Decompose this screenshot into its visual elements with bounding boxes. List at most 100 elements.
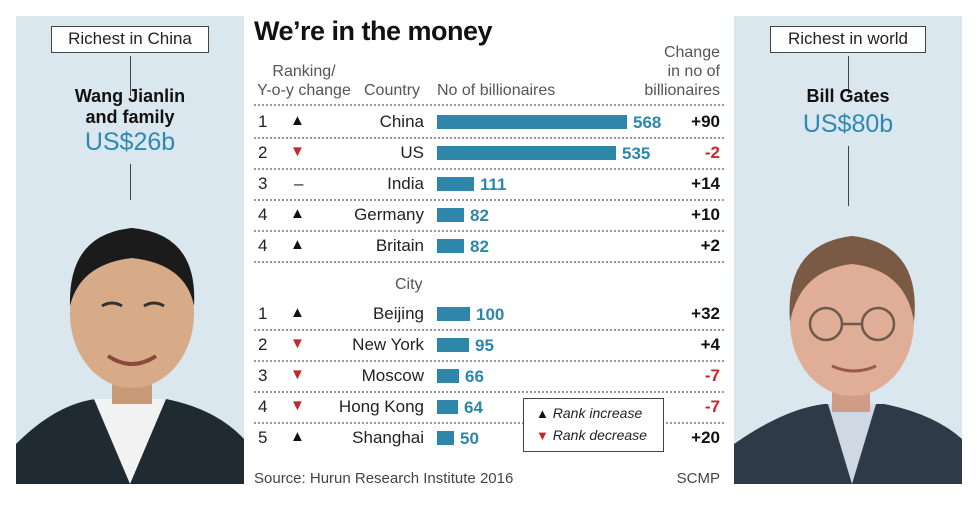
bar-value-label: 535: [622, 144, 651, 163]
bar: [437, 431, 454, 445]
rank-up-icon: ▲: [290, 112, 305, 129]
rank-number: 4: [258, 236, 268, 255]
city-name: New York: [352, 335, 424, 354]
row-divider: [254, 199, 724, 201]
rank-up-icon: ▲: [290, 304, 305, 321]
bar-value-label: 95: [475, 336, 494, 355]
left-person-wealth: US$26b: [84, 128, 176, 156]
bar-value-label: 100: [476, 305, 505, 324]
ranking-header: Ranking/ Y-o-y change: [254, 62, 354, 100]
billionaires-header: No of billionaires: [437, 82, 556, 99]
legend-increase-label: Rank increase: [552, 405, 643, 421]
rank-down-icon: ▼: [290, 143, 305, 160]
credit-note: SCMP: [676, 470, 720, 487]
legend-item-increase: ▲ Rank increase: [536, 405, 642, 421]
rank-down-icon: ▼: [290, 397, 305, 414]
bar: [437, 400, 458, 414]
change-value: -2: [704, 143, 720, 162]
chart-title: We’re in the money: [254, 16, 493, 46]
right-profile-label: Richest in world: [770, 26, 926, 53]
change-value: +90: [691, 112, 720, 131]
right-person-wealth: US$80b: [802, 110, 894, 138]
row-divider: [254, 230, 724, 232]
bar-value-label: 568: [633, 113, 662, 132]
bar: [437, 307, 470, 321]
rank-decrease-icon: ▼: [536, 428, 549, 443]
change-value: +4: [700, 335, 720, 354]
right-profile-panel: Richest in world Bill Gates US$80b: [734, 16, 962, 484]
row-divider: [254, 168, 724, 170]
bar: [437, 208, 464, 222]
city-name: Hong Kong: [338, 397, 424, 416]
bar-value-label: 111: [480, 175, 507, 194]
change-value: -7: [704, 397, 720, 416]
rank-up-icon: ▲: [290, 428, 305, 445]
bar-value-label: 50: [460, 429, 479, 448]
left-person-name-line2: and family: [85, 107, 175, 127]
country-row-britain: 4 ▲ Britain 82 +2: [254, 231, 724, 261]
left-profile-panel: Richest in China Wang Jianlin and family…: [16, 16, 244, 484]
country-header: Country: [364, 82, 421, 99]
legend-decrease-label: Rank decrease: [552, 427, 647, 443]
ranking-header-line2: Y-o-y change: [257, 82, 351, 99]
rank-number: 1: [258, 304, 268, 323]
wang-jianlin-portrait: [16, 228, 244, 484]
change-value: +32: [691, 304, 720, 323]
rank-increase-icon: ▲: [536, 406, 549, 421]
rank-down-icon: ▼: [290, 366, 305, 383]
bar-value-label: 82: [470, 237, 489, 256]
bar: [437, 338, 469, 352]
city-header: City: [395, 276, 423, 293]
country-row-china: 1 ▲ China 568 +90: [254, 107, 724, 137]
change-header-line2: in no of: [667, 63, 720, 80]
bar-value-label: 66: [465, 367, 484, 386]
left-person-name: Wang Jianlin and family: [16, 86, 244, 128]
bar-value-label: 82: [470, 206, 489, 225]
right-connector-line: [848, 56, 849, 94]
legend: ▲ Rank increase ▼ Rank decrease: [523, 398, 664, 452]
change-header-line1: Change: [663, 44, 720, 61]
rank-up-icon: ▲: [290, 205, 305, 222]
rank-up-icon: ▲: [290, 236, 305, 253]
country-name: India: [387, 174, 424, 193]
right-person-name: Bill Gates: [806, 86, 890, 106]
country-name: Britain: [375, 236, 424, 255]
change-value: +14: [691, 174, 720, 193]
row-divider: [254, 137, 724, 139]
row-divider: [254, 360, 724, 362]
bar: [437, 115, 627, 129]
rank-number: 5: [258, 428, 268, 447]
city-row-beijing: 1 ▲ Beijing 100 +32: [254, 299, 724, 329]
bar: [437, 239, 464, 253]
header-divider: [254, 104, 724, 106]
bar-value-label: 64: [464, 398, 483, 417]
rank-number: 4: [258, 397, 268, 416]
city-name: Moscow: [361, 366, 424, 385]
change-header-line3: billionaires: [644, 82, 720, 99]
city-row-moscow: 3 ▼ Moscow 66 -7: [254, 361, 724, 391]
ranking-header-line1: Ranking/: [272, 63, 336, 80]
rank-number: 2: [258, 335, 268, 354]
city-name: Shanghai: [352, 428, 424, 447]
city-row-shanghai: 5 ▲ Shanghai 50 +20: [254, 423, 724, 453]
left-connector-line: [130, 56, 131, 96]
change-value: +2: [700, 236, 720, 255]
rank-number: 1: [258, 112, 268, 131]
row-divider: [254, 422, 724, 424]
country-row-india: 3 – India 111 +14: [254, 169, 724, 199]
row-divider: [254, 391, 724, 393]
rank-unchanged-icon: –: [294, 174, 304, 193]
city-name: Beijing: [372, 304, 424, 323]
left-connector-line-lower: [130, 164, 131, 200]
bar: [437, 369, 459, 383]
rank-down-icon: ▼: [290, 335, 305, 352]
change-value: +10: [691, 205, 720, 224]
rank-number: 3: [258, 366, 268, 385]
left-profile-label: Richest in China: [51, 26, 209, 53]
billionaires-chart: We’re in the money Ranking/ Y-o-y change…: [254, 0, 724, 506]
bar: [437, 146, 616, 160]
rank-number: 4: [258, 205, 268, 224]
city-row-hong-kong: 4 ▼ Hong Kong 64 -7: [254, 392, 724, 422]
country-name: Germany: [354, 205, 424, 224]
rank-number: 2: [258, 143, 268, 162]
